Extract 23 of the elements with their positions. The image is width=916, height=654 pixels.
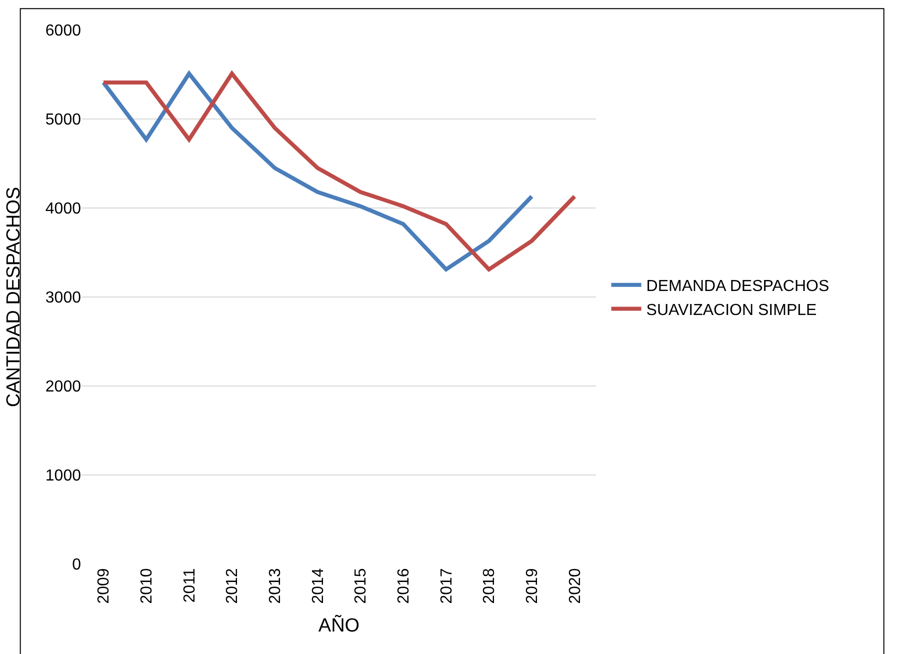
- x-tick-label: 2010: [138, 568, 156, 604]
- x-tick-label: 2009: [96, 568, 113, 604]
- x-tick-label: 2014: [310, 568, 327, 604]
- x-axis-title: AÑO: [318, 614, 360, 637]
- x-tick-label: 2012: [224, 568, 242, 604]
- y-axis-title: CANTIDAD DESPACHOS: [3, 186, 24, 408]
- y-tick-label: 5000: [45, 112, 82, 129]
- x-tick-label: 2016: [395, 568, 412, 604]
- y-tick-label: 2000: [45, 378, 82, 396]
- legend-label: SUAVIZACION SIMPLE: [646, 302, 817, 319]
- x-tick-label: 2017: [438, 568, 456, 604]
- x-tick-label: 2020: [566, 568, 584, 604]
- y-tick-label: 6000: [45, 22, 82, 40]
- legend-label: DEMANDA DESPACHOS: [646, 278, 830, 296]
- y-tick-label: 4000: [45, 200, 82, 218]
- y-tick-label: 1000: [45, 468, 82, 485]
- x-tick-label: 2015: [352, 568, 370, 604]
- y-tick-label: 0: [72, 556, 82, 574]
- x-tick-label: 2011: [181, 568, 198, 603]
- x-tick-label: 2013: [266, 568, 284, 604]
- y-tick-label: 3000: [45, 290, 82, 307]
- x-tick-label: 2018: [481, 568, 498, 604]
- x-tick-label: 2019: [524, 568, 541, 604]
